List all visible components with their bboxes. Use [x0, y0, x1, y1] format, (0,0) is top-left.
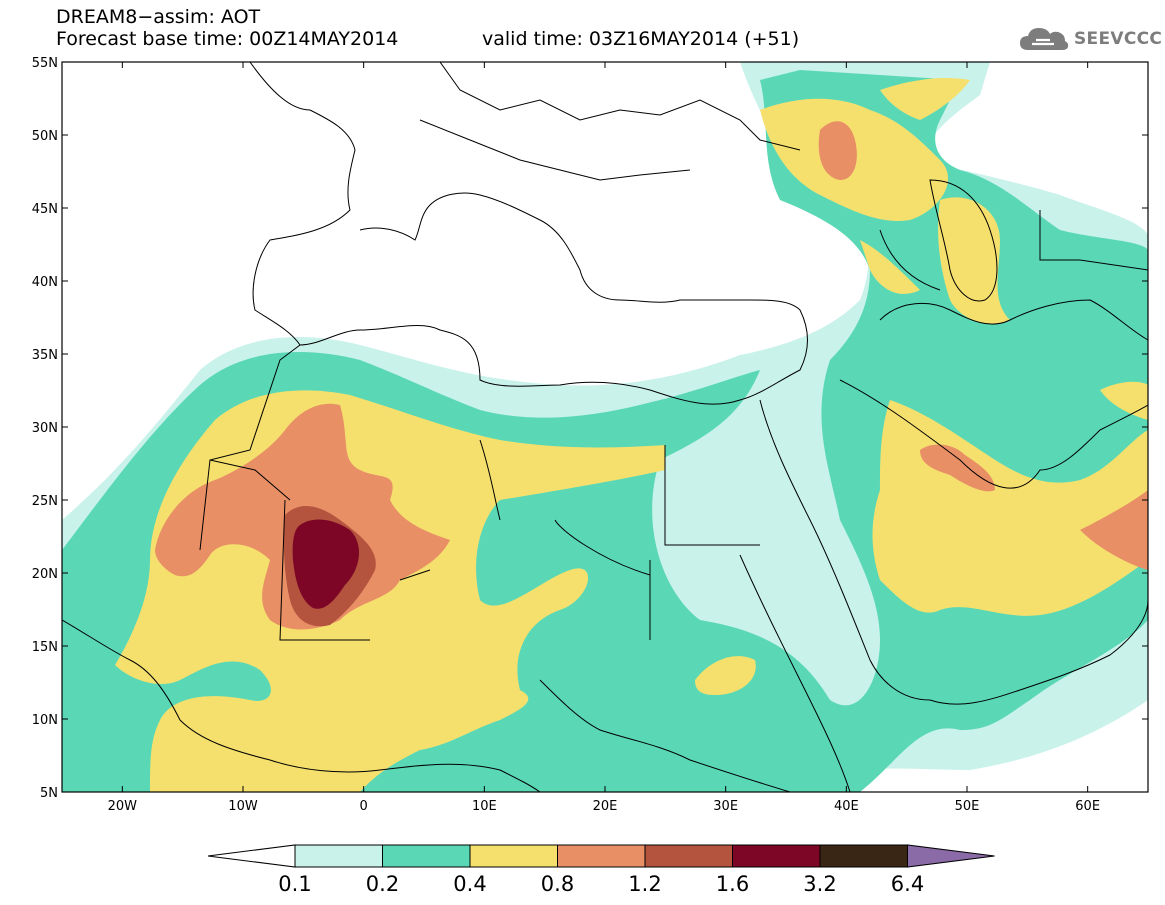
longitude-axis: 20W 10W 0 10E 20E 30E 40E 50E 60E	[108, 62, 1100, 814]
lat-tick-label: 35N	[32, 348, 58, 363]
lat-tick-label: 10N	[32, 713, 58, 728]
lat-tick-label: 15N	[32, 640, 58, 655]
aot-field	[62, 62, 1148, 792]
colorbar-high-extension	[907, 844, 995, 868]
lat-tick-label: 20N	[32, 567, 58, 582]
lon-tick-label: 50E	[955, 799, 980, 814]
lon-tick-label: 20W	[108, 799, 138, 814]
colorbar-level-label: 3.2	[803, 872, 836, 896]
lat-tick-label: 40N	[32, 275, 58, 290]
lon-tick-label: 40E	[834, 799, 859, 814]
coastlines-borders	[62, 62, 1148, 792]
base-time-label: Forecast base time: 00Z14MAY2014	[56, 28, 399, 50]
colorbar-swatch	[294, 844, 383, 868]
map-title-block: DREAM8−assim: AOT Forecast base time: 00…	[56, 6, 398, 50]
colorbar-level-label: 0.4	[453, 872, 486, 896]
colorbar-swatch	[732, 844, 821, 868]
colorbar-swatch	[819, 844, 908, 868]
lon-tick-label: 10E	[472, 799, 497, 814]
lon-tick-label: 20E	[593, 799, 618, 814]
colorbar-swatch	[644, 844, 733, 868]
lat-tick-label: 25N	[32, 494, 58, 509]
colorbar-swatch	[469, 844, 558, 868]
colorbar-level-label: 6.4	[891, 872, 924, 896]
colorbar-level-label: 0.2	[366, 872, 399, 896]
lat-tick-label: 55N	[32, 56, 58, 71]
lat-tick-label: 45N	[32, 202, 58, 217]
colorbar-low-extension	[207, 844, 296, 868]
valid-time-label: valid time: 03Z16MAY2014 (+51)	[482, 28, 800, 50]
colorbar-level-label: 1.2	[628, 872, 661, 896]
aot-level-1.6	[292, 519, 360, 609]
colorbar-level-label: 0.1	[278, 872, 311, 896]
lon-tick-label: 0	[360, 799, 368, 814]
lat-tick-label: 5N	[40, 786, 58, 801]
colorbar-swatch	[382, 844, 471, 868]
colorbar-swatch	[557, 844, 646, 868]
seevccc-logo: SEEVCCC	[1018, 24, 1162, 54]
model-title: DREAM8−assim: AOT	[56, 6, 261, 28]
logo-text: SEEVCCC	[1074, 29, 1163, 49]
lon-tick-label: 60E	[1075, 799, 1100, 814]
lon-tick-label: 30E	[713, 799, 738, 814]
colorbar-level-label: 0.8	[541, 872, 574, 896]
lat-tick-label: 50N	[32, 129, 58, 144]
lat-tick-label: 30N	[32, 421, 58, 436]
colorbar: 0.1 0.2 0.4 0.8 1.2 1.6 3.2 6.4	[207, 844, 995, 896]
cloud-icon	[1020, 28, 1069, 50]
lon-tick-label: 10W	[228, 799, 258, 814]
latitude-axis: 55N 50N 45N 40N 35N 30N 25N 20N 15N 10N 5N	[32, 56, 1148, 801]
colorbar-level-label: 1.6	[716, 872, 749, 896]
